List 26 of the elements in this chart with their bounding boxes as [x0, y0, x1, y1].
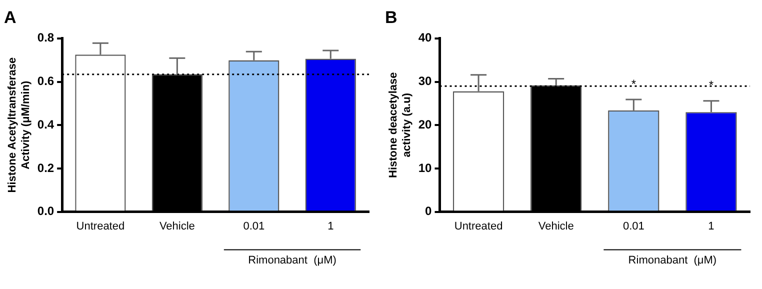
x-tick-label: 1 [708, 220, 714, 232]
y-tick-label: 10 [418, 160, 432, 175]
y-tick-label: 0.0 [37, 204, 54, 218]
y-tick-label: 0 [425, 204, 432, 218]
chart-title: B [385, 8, 398, 27]
y-axis-title: Histone Acetyltransferase Activity (μM/min) [6, 57, 32, 193]
y-tick-label: 20 [418, 117, 432, 132]
x-tick-label: Vehicle [538, 220, 574, 232]
x-tick-label: Untreated [76, 220, 125, 232]
y-tick-label: 40 [418, 30, 432, 45]
x-tick-label: Vehicle [159, 220, 195, 232]
chart-title: A [4, 8, 16, 27]
y-tick-label: 0.2 [37, 160, 54, 175]
y-tick-label: 0.4 [37, 117, 54, 132]
x-tick-label: 0.01 [622, 220, 644, 232]
data-label: * [708, 78, 714, 92]
y-axis-title: Histone deacetylase activity (a.u) [388, 72, 413, 178]
x-tick-label: 0.01 [243, 220, 265, 232]
x-tick-label: 1 [328, 220, 334, 232]
text: Rimonabant (μM) [248, 254, 336, 266]
y-tick-label: 30 [418, 74, 432, 88]
y-tick-label: 0.8 [37, 30, 54, 45]
y-tick-label: 0.6 [37, 74, 54, 88]
text: Rimonabant (μM) [628, 254, 717, 266]
x-tick-label: Untreated [454, 220, 503, 232]
data-label: * [631, 76, 636, 91]
